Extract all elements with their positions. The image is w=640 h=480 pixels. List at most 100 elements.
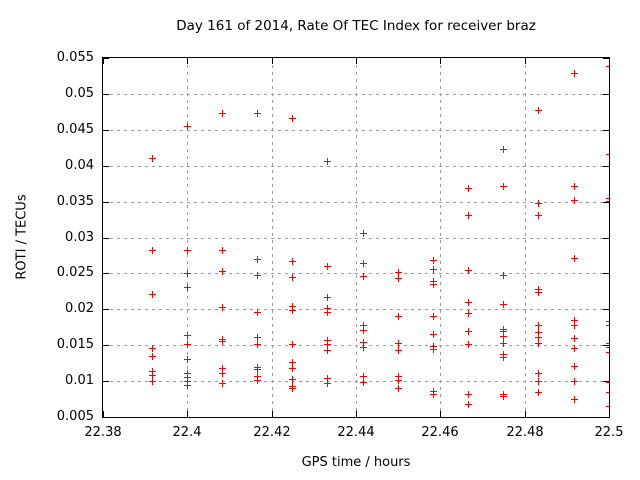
x-tick-mark [440, 411, 441, 417]
data-point [465, 310, 473, 318]
y-tick-mark [103, 309, 109, 310]
data-point [183, 123, 191, 131]
y-tick-mark [103, 381, 109, 382]
y-tick-mark [603, 202, 609, 203]
y-tick-mark [103, 166, 109, 167]
data-point [500, 183, 508, 191]
data-point [465, 211, 473, 219]
x-tick-mark [609, 58, 610, 64]
y-tick-mark [103, 417, 109, 418]
y-tick-label: 0.02 [65, 301, 94, 316]
y-tick-mark [103, 130, 109, 131]
data-point [465, 340, 473, 348]
data-point [605, 194, 609, 202]
data-point [289, 114, 297, 122]
x-tick-mark [525, 411, 526, 417]
data-point [324, 157, 332, 165]
x-tick-label: 22.4 [172, 425, 202, 440]
data-point [465, 390, 473, 398]
data-point [535, 321, 543, 329]
data-point [570, 254, 578, 262]
data-point [218, 246, 226, 254]
data-point [535, 200, 543, 208]
data-point [289, 358, 297, 366]
y-gridline [103, 202, 609, 203]
data-point [183, 369, 191, 377]
data-point [394, 376, 402, 384]
data-point [324, 293, 332, 301]
data-point [359, 327, 367, 335]
data-point [605, 343, 609, 351]
data-point [605, 379, 609, 387]
data-point [500, 353, 508, 361]
data-point [394, 347, 402, 355]
x-tick-mark [272, 411, 273, 417]
data-point [148, 291, 156, 299]
data-point [394, 269, 402, 277]
x-tick-mark [103, 411, 104, 417]
y-gridline [103, 345, 609, 346]
data-point [148, 344, 156, 352]
data-point [218, 365, 226, 373]
data-point [324, 374, 332, 382]
y-tick-mark [103, 94, 109, 95]
data-point [465, 298, 473, 306]
data-point [359, 343, 367, 351]
data-point [465, 328, 473, 336]
data-point [359, 379, 367, 387]
y-tick-mark [603, 417, 609, 418]
data-point [148, 246, 156, 254]
x-tick-label: 22.46 [421, 425, 459, 440]
y-tick-label: 0.045 [56, 122, 94, 137]
data-point [429, 277, 437, 285]
data-point [605, 389, 609, 397]
data-point [324, 308, 332, 316]
data-point [500, 333, 508, 341]
x-tick-mark [356, 411, 357, 417]
data-point [605, 348, 609, 356]
data-point [254, 256, 262, 264]
data-point [218, 370, 226, 378]
data-point [429, 281, 437, 289]
y-tick-mark [603, 94, 609, 95]
data-point [535, 340, 543, 348]
data-point [359, 259, 367, 267]
y-tick-label: 0.025 [56, 265, 94, 280]
x-gridline [356, 58, 357, 417]
data-point [570, 334, 578, 342]
y-gridline [103, 381, 609, 382]
data-point [570, 183, 578, 191]
data-point [394, 312, 402, 320]
data-point [429, 266, 437, 274]
data-point [535, 389, 543, 397]
y-tick-mark [603, 130, 609, 131]
data-point [394, 384, 402, 392]
y-tick-mark [103, 58, 109, 59]
data-point [289, 376, 297, 384]
data-point [605, 403, 609, 411]
data-point [500, 301, 508, 309]
data-point [465, 185, 473, 193]
data-point [570, 377, 578, 385]
data-point [289, 306, 297, 314]
data-point [254, 372, 262, 380]
data-point [535, 289, 543, 297]
data-point [429, 346, 437, 353]
data-point [254, 272, 262, 280]
x-gridline [187, 58, 188, 417]
data-point [605, 63, 609, 71]
data-point [429, 312, 437, 320]
y-tick-mark [103, 202, 109, 203]
data-point [570, 363, 578, 371]
data-point [605, 340, 609, 348]
x-tick-label: 22.5 [594, 425, 624, 440]
data-point [605, 198, 609, 206]
data-point [289, 340, 297, 348]
y-gridline [103, 130, 609, 131]
data-point [254, 333, 262, 341]
y-tick-mark [603, 309, 609, 310]
data-point [500, 146, 508, 154]
x-gridline [440, 58, 441, 417]
data-point [218, 303, 226, 311]
x-tick-mark [103, 58, 104, 64]
